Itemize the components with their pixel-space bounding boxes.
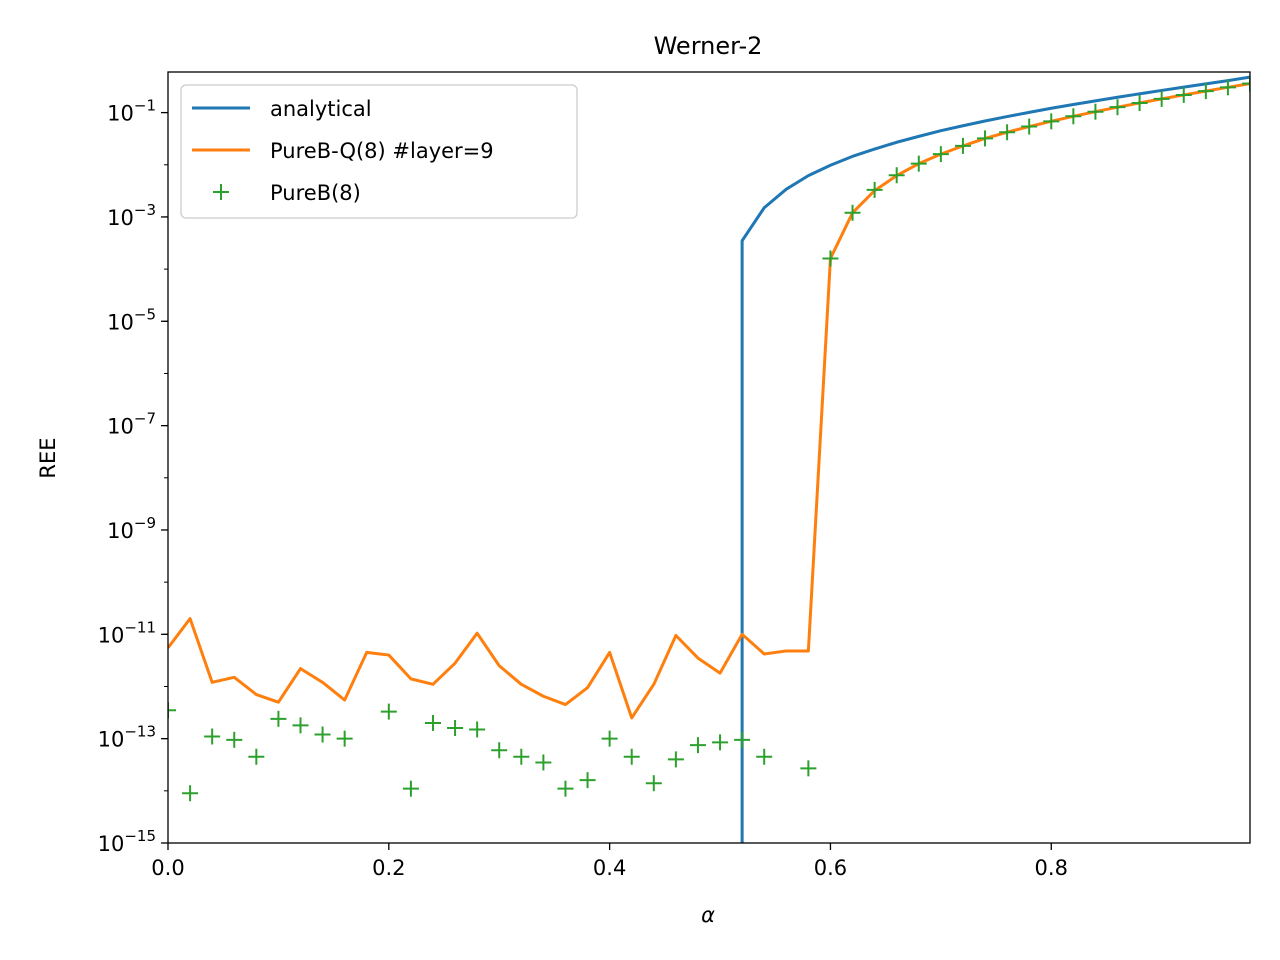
data-point-marker [270,710,287,727]
x-axis-ticks: 0.0 0.2 0.4 0.6 0.8 [151,843,1068,880]
data-point-marker [822,250,839,267]
legend-entry: PureB-Q(8) #layer=9 [192,139,494,163]
data-point-marker [491,742,508,759]
data-point-marker [844,204,861,221]
chart-title: Werner-2 [654,32,763,60]
data-point-marker [954,137,971,154]
data-point-marker [1219,79,1236,96]
data-point-marker [1087,103,1104,120]
data-point-marker [667,751,684,768]
data-point-marker [1065,108,1082,125]
y-tick-label: 10−13 [98,723,156,752]
data-point-marker [910,155,927,172]
data-point-marker [999,124,1016,141]
data-point-marker [424,714,441,731]
data-point-marker [1153,90,1170,107]
data-point-marker [645,775,662,792]
x-tick-label: 0.8 [1035,856,1068,880]
y-axis-label: REE [36,437,60,478]
data-point-marker [756,748,773,765]
data-point-marker [314,726,331,743]
data-point-marker [1242,75,1250,92]
plot-frame [167,71,1251,844]
data-point-marker [513,748,530,765]
legend-swatch [213,184,229,200]
data-point-marker [1175,86,1192,103]
data-point-marker [469,721,486,738]
data-point-marker [402,780,419,797]
x-axis-label: α [701,903,715,927]
data-point-marker [1021,118,1038,135]
y-tick-label: 10−3 [107,201,156,230]
y-tick-label: 10−1 [107,97,156,126]
data-point-marker [248,748,265,765]
data-point-marker [1043,113,1060,130]
data-point-marker [1131,94,1148,111]
legend-label: analytical [270,97,372,121]
data-point-marker [866,181,883,198]
legend-entry: analytical [192,97,372,121]
y-tick-label: 10−9 [107,514,156,543]
legend-box [180,84,578,219]
data-point-marker [226,731,243,748]
x-tick-label: 0.2 [372,856,405,880]
y-tick-label: 10−7 [107,410,156,439]
data-point-marker [977,130,994,147]
y-tick-label: 10−15 [98,827,156,856]
series-line-0 [740,75,1250,843]
data-point-marker [380,703,397,720]
data-point-marker [601,730,618,747]
data-point-marker [447,720,464,737]
data-point-marker [800,760,817,777]
x-tick-label: 0.6 [814,856,847,880]
legend-entry: PureB(8) [213,181,361,205]
data-point-marker [204,728,221,745]
data-point-marker [168,702,176,719]
data-point-marker [557,780,574,797]
data-point-marker [712,734,729,751]
data-point-marker [689,737,706,754]
data-point-marker [336,730,353,747]
data-point-marker [932,146,949,163]
y-axis-ticks: 10−1 10−3 10−5 10−7 10−9 10−11 10−13 10−15 [98,97,168,856]
x-tick-label: 0.0 [151,856,184,880]
data-point-marker [579,772,596,789]
data-point-marker [1197,83,1214,100]
data-point-marker [182,785,199,802]
data-point-marker [623,748,640,765]
data-point-marker [535,754,552,771]
data-point-marker [734,731,751,748]
x-tick-label: 0.4 [593,856,626,880]
data-point-marker [1109,99,1126,116]
series-layer [168,75,1250,843]
data-point-marker [888,167,905,184]
legend-label: PureB(8) [270,181,361,205]
legend-label: PureB-Q(8) #layer=9 [270,139,494,163]
legend: analytical PureB-Q(8) #layer=9 PureB(8) [180,84,578,219]
y-tick-label: 10−11 [98,618,156,647]
y-tick-label: 10−5 [107,305,156,334]
data-point-marker [292,717,309,734]
